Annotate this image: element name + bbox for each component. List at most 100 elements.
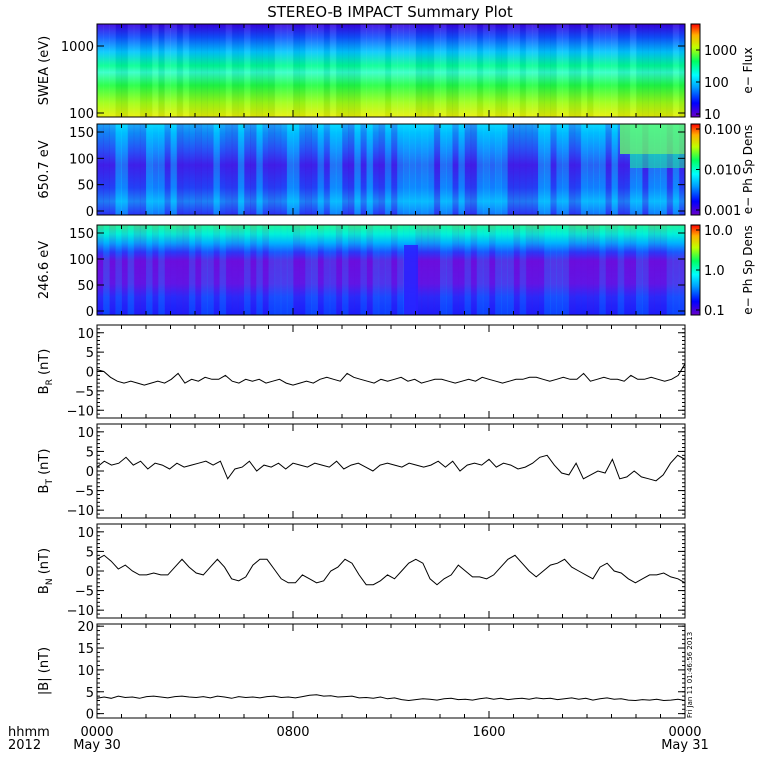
spectrogram-column <box>262 225 269 315</box>
spectrogram-column <box>531 225 539 315</box>
spectrogram-column <box>611 124 619 215</box>
spectrogram-column <box>593 24 600 117</box>
y-tick-label: 10 <box>77 526 94 541</box>
spectrogram-panel-pad246: 150 100 50 0 246.6 eV 10.0 1.0 0.1 e− Ph Sp Dens <box>37 224 755 320</box>
data-series-line <box>96 694 686 702</box>
spectrogram-panel-swea: 1000 100 SWEA (eV) 1000 100 10 e− Flux <box>37 23 755 123</box>
spectrogram-column <box>372 24 380 117</box>
spectrogram-column <box>654 225 661 315</box>
spectrogram-column <box>274 124 282 215</box>
spectrogram-column <box>293 24 300 117</box>
y-tick-label: 5 <box>86 445 94 460</box>
spectrogram-column <box>403 124 410 215</box>
spectrogram-column <box>495 225 502 315</box>
y-tick-label: 10 <box>77 327 94 342</box>
spectrogram-column <box>397 24 404 117</box>
spectrogram-column <box>133 124 141 215</box>
spectrogram-column <box>182 24 190 117</box>
spectrogram-column <box>501 225 508 315</box>
y-tick-label: −10 <box>67 504 94 519</box>
field-panel-br: 10 5 0 −5 −10 BR (nT) <box>37 324 686 419</box>
spectrogram-column <box>201 124 208 215</box>
spectrogram-column <box>427 225 435 315</box>
spectrogram-column <box>378 225 386 315</box>
spectrogram-column <box>470 124 478 215</box>
spectrogram-image <box>97 24 685 117</box>
y-axis-label: BN (nT) <box>37 548 55 594</box>
spectrogram-column <box>323 225 331 315</box>
spectrogram-column <box>446 225 453 315</box>
spectrogram-column <box>207 24 214 117</box>
spectrogram-column <box>470 225 478 315</box>
y-tick-label: 150 <box>69 126 94 141</box>
spectrogram-column <box>525 124 533 215</box>
spectrogram-column <box>409 124 416 215</box>
y-axis-label: |B| (nT) <box>37 647 52 695</box>
spectrogram-column <box>378 124 386 215</box>
spectrogram-column <box>311 225 318 315</box>
spectrogram-column <box>170 225 178 315</box>
spectrogram-column <box>501 24 508 117</box>
spectrogram-column <box>109 24 116 117</box>
spectrogram-column <box>342 225 349 315</box>
spectrogram-column <box>538 225 545 315</box>
spectrogram-column <box>391 225 398 315</box>
spectrogram-column <box>372 225 380 315</box>
spectrogram-column <box>348 225 355 315</box>
spectrogram-column <box>636 124 643 215</box>
spectrogram-column <box>458 24 465 117</box>
colorbar-tick-label: 0.100 <box>704 123 741 138</box>
spectrogram-column <box>427 24 435 117</box>
spectrogram-column <box>127 124 135 215</box>
field-panel-bt: 10 5 0 −5 −10 BT (nT) <box>37 423 686 519</box>
spectrogram-column <box>146 24 153 117</box>
spectrogram-column <box>672 24 680 117</box>
spectrogram-column <box>250 124 257 215</box>
spectrogram-column <box>293 225 300 315</box>
y-axis-label: SWEA (eV) <box>37 36 52 105</box>
spectrogram-column <box>482 24 490 117</box>
y-axis-label-sub: R <box>45 379 55 385</box>
spectrogram-column <box>213 24 220 117</box>
y-tick-label: 5 <box>86 686 94 701</box>
spectrogram-column <box>593 124 600 215</box>
y-axis-label-unit: (nT) <box>37 647 52 677</box>
spectrogram-column <box>164 225 171 315</box>
spectrogram-column <box>568 124 576 215</box>
spectrogram-column <box>452 24 459 117</box>
spectrogram-column <box>311 24 318 117</box>
spectrogram-column <box>427 124 435 215</box>
colorbar-tick-label: 10 <box>704 108 721 123</box>
y-axis-label-main: |B| <box>37 677 52 695</box>
y-tick-label: 100 <box>69 253 94 268</box>
spectrogram-column <box>354 24 361 117</box>
spectrogram-column <box>237 225 245 315</box>
spectrogram-column <box>464 124 472 215</box>
spectrogram-column <box>513 124 521 215</box>
spectrogram-column <box>489 24 496 117</box>
y-tick-label: −10 <box>67 604 94 619</box>
spectrogram-column <box>225 124 233 215</box>
spectrogram-column <box>556 124 563 215</box>
spectrogram-column <box>182 225 190 315</box>
spectrogram-column <box>164 24 171 117</box>
spectrogram-column <box>476 225 484 315</box>
spectrogram-column <box>678 24 686 117</box>
spectrogram-column <box>219 225 227 315</box>
spectrogram-column <box>250 225 257 315</box>
spectrogram-column <box>678 124 686 215</box>
spectrogram-column <box>599 225 606 315</box>
spectrogram-column <box>317 225 325 315</box>
spectrogram-column <box>268 24 276 117</box>
spectrogram-column <box>642 225 649 315</box>
y-axis-label-main: B <box>37 485 52 494</box>
x-tick-label: 1600 <box>472 725 505 740</box>
spectrogram-column <box>188 24 196 117</box>
spectrogram-column <box>262 124 269 215</box>
spectrogram-column <box>317 124 325 215</box>
spectrogram-column <box>519 124 527 215</box>
spectrogram-column <box>366 124 374 215</box>
spectrogram-column <box>678 225 686 315</box>
spectrogram-column <box>207 124 214 215</box>
